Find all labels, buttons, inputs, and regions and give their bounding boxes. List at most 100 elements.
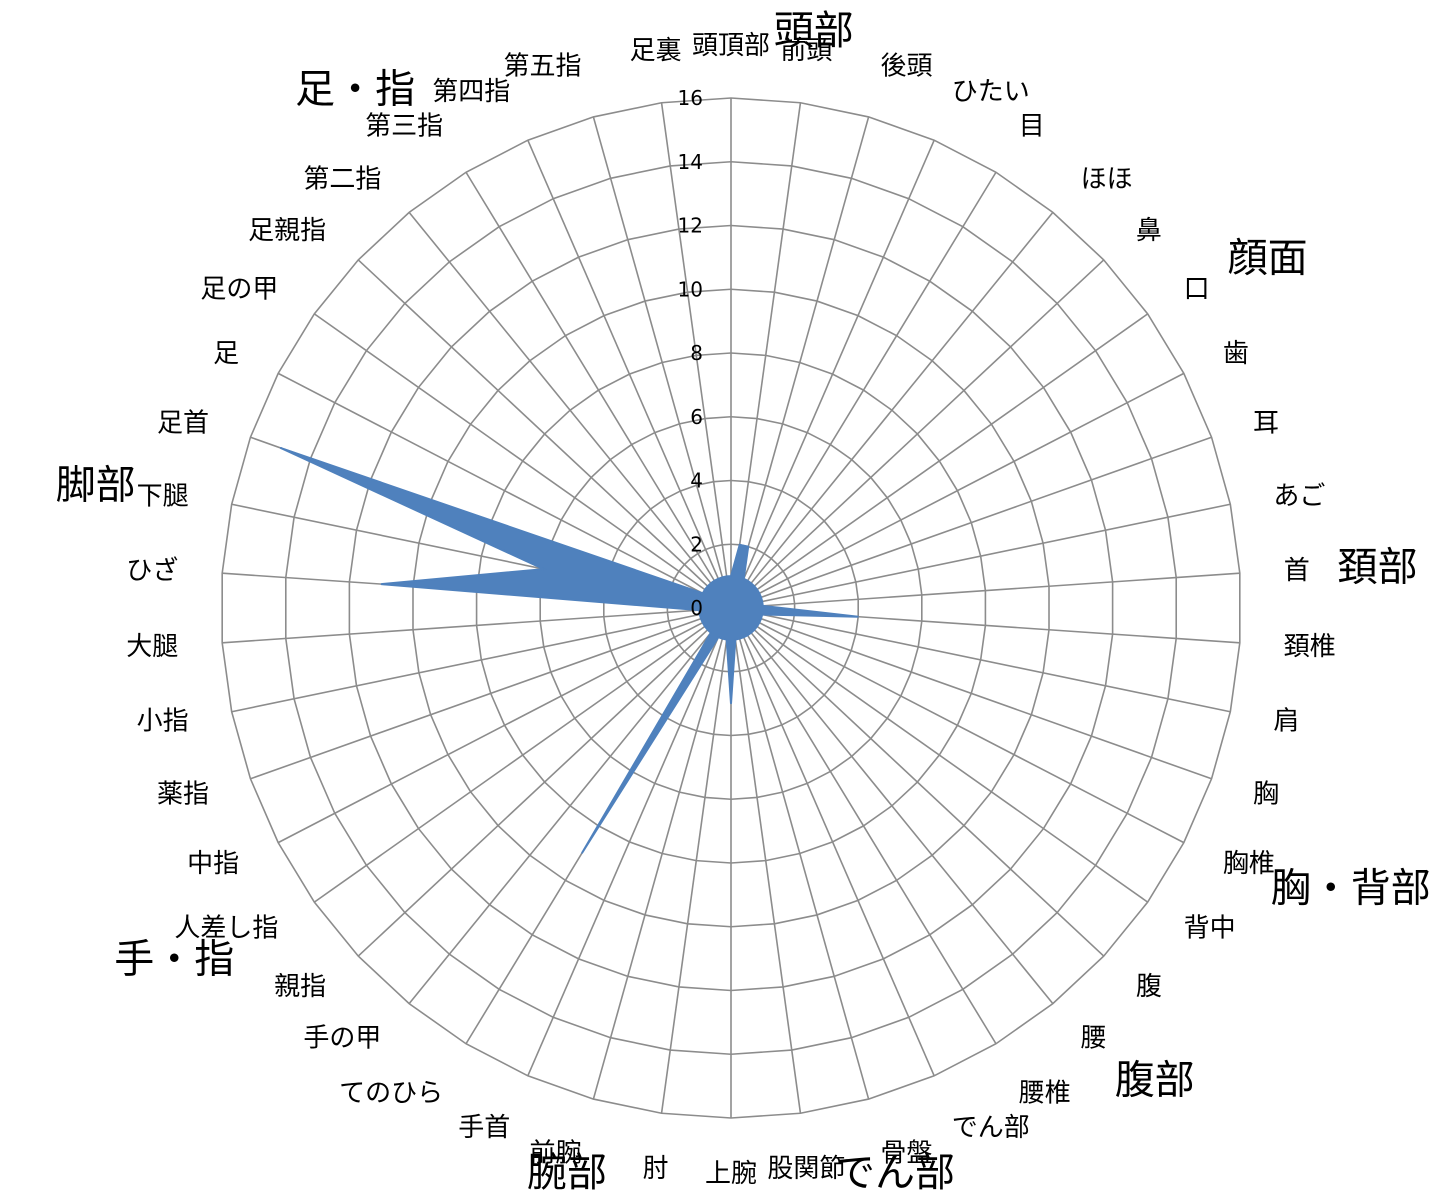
data-point-1 bbox=[739, 544, 741, 546]
spoke-13 bbox=[730, 607, 1231, 713]
category-label: 腰椎 bbox=[1019, 1078, 1071, 1108]
category-label: 腹 bbox=[1136, 972, 1162, 1002]
data-point-32 bbox=[700, 618, 702, 620]
category-label: 背中 bbox=[1184, 914, 1236, 944]
tick-label-8: 8 bbox=[690, 341, 703, 365]
category-label: 頭頂部 bbox=[692, 31, 770, 61]
spoke-30 bbox=[313, 607, 732, 903]
data-point-9 bbox=[760, 596, 762, 598]
category-label: 後頭 bbox=[881, 52, 933, 82]
data-point-2 bbox=[747, 546, 749, 548]
data-point-3 bbox=[743, 578, 745, 580]
data-point-23 bbox=[730, 703, 732, 705]
category-label: 鼻 bbox=[1136, 216, 1162, 246]
group-label: 頚部 bbox=[1338, 545, 1418, 591]
data-point-30 bbox=[704, 625, 706, 627]
data-point-16 bbox=[756, 625, 758, 627]
category-label: 下腿 bbox=[137, 481, 189, 511]
data-point-40 bbox=[707, 585, 709, 587]
data-point-22 bbox=[734, 638, 736, 641]
spoke-7 bbox=[730, 313, 1149, 609]
group-label: 頭部 bbox=[774, 8, 854, 54]
data-point-19 bbox=[746, 634, 749, 636]
spoke-33 bbox=[231, 607, 732, 713]
category-label: あご bbox=[1273, 481, 1325, 511]
data-point-0 bbox=[730, 575, 732, 577]
data-point-15 bbox=[758, 622, 760, 624]
data-point-33 bbox=[699, 613, 701, 616]
spoke-43 bbox=[527, 139, 732, 609]
category-label: 歯 bbox=[1223, 339, 1249, 369]
data-point-18 bbox=[750, 632, 752, 634]
data-point-34 bbox=[698, 609, 700, 611]
data-point-14 bbox=[760, 618, 762, 620]
category-label: 小指 bbox=[137, 707, 189, 737]
spoke-25 bbox=[592, 607, 732, 1100]
category-label: 前頭 bbox=[780, 36, 832, 66]
series-polygon bbox=[280, 446, 859, 854]
group-label: 足・指 bbox=[295, 67, 415, 113]
tick-label-6: 6 bbox=[690, 405, 703, 429]
spoke-22 bbox=[730, 607, 802, 1114]
category-label: 手の甲 bbox=[303, 1024, 381, 1054]
category-label: 足首 bbox=[157, 409, 209, 439]
category-label: てのひら bbox=[339, 1078, 443, 1108]
data-point-20 bbox=[743, 636, 745, 638]
data-point-45 bbox=[726, 575, 728, 578]
category-label: 足 bbox=[213, 339, 239, 369]
tick-label-16: 16 bbox=[678, 86, 703, 110]
series-area bbox=[279, 446, 859, 854]
category-label: 第四指 bbox=[432, 77, 510, 107]
spoke-4 bbox=[730, 171, 997, 609]
category-label: 親指 bbox=[274, 972, 326, 1002]
category-label: 口 bbox=[1184, 275, 1210, 305]
data-point-37 bbox=[279, 447, 282, 449]
spoke-40 bbox=[357, 259, 732, 609]
category-label: ほほ bbox=[1081, 164, 1133, 194]
data-point-38 bbox=[702, 592, 704, 594]
category-label: 股関節 bbox=[767, 1154, 845, 1184]
spoke-10 bbox=[730, 503, 1231, 609]
spoke-11 bbox=[730, 572, 1240, 609]
category-label: 足の甲 bbox=[200, 275, 278, 305]
category-label: 目 bbox=[1019, 112, 1045, 142]
data-point-24 bbox=[726, 638, 728, 641]
category-label: 人差し指 bbox=[174, 914, 278, 944]
group-label: 手・指 bbox=[114, 937, 234, 983]
spoke-41 bbox=[408, 211, 732, 609]
category-label: 第二指 bbox=[303, 164, 381, 194]
spoke-32 bbox=[250, 607, 732, 780]
category-label: 中指 bbox=[187, 849, 239, 879]
spoke-1 bbox=[730, 102, 802, 609]
data-point-12 bbox=[857, 616, 859, 618]
spoke-20 bbox=[730, 607, 935, 1077]
spoke-14 bbox=[730, 607, 1212, 780]
category-labels: 頭頂部 前頭後頭ひたい目ほほ鼻口歯耳あご首頚椎肩胸胸椎背中腹腰腰椎でん部骨盤股関節… bbox=[126, 31, 1335, 1189]
radial-ticks: 0 2 4 6 8 10 12 14 16 bbox=[678, 86, 703, 620]
data-point-6 bbox=[753, 585, 755, 587]
category-label: 大腿 bbox=[126, 632, 178, 662]
category-label: 骨盤 bbox=[881, 1139, 933, 1169]
spoke-3 bbox=[730, 139, 935, 609]
tick-label-14: 14 bbox=[678, 150, 703, 174]
group-label: 胸・背部 bbox=[1271, 866, 1431, 912]
data-point-17 bbox=[753, 629, 755, 631]
category-label: 第五指 bbox=[503, 52, 581, 82]
group-label: でん部 bbox=[835, 1150, 955, 1196]
radar-grid bbox=[221, 97, 1241, 1119]
spoke-31 bbox=[277, 607, 732, 844]
data-point-44 bbox=[721, 576, 724, 578]
tick-label-4: 4 bbox=[690, 469, 703, 493]
group-label: 脚部 bbox=[56, 462, 136, 508]
spoke-15 bbox=[730, 607, 1185, 844]
data-point-25 bbox=[721, 638, 724, 640]
spoke-5 bbox=[730, 211, 1054, 609]
spoke-44 bbox=[592, 116, 732, 609]
spoke-42 bbox=[465, 171, 732, 609]
data-point-7 bbox=[756, 589, 758, 591]
spoke-24 bbox=[660, 607, 732, 1114]
category-label: 胸 bbox=[1253, 780, 1279, 810]
category-label: 頚椎 bbox=[1284, 632, 1336, 662]
data-point-39 bbox=[704, 589, 706, 591]
